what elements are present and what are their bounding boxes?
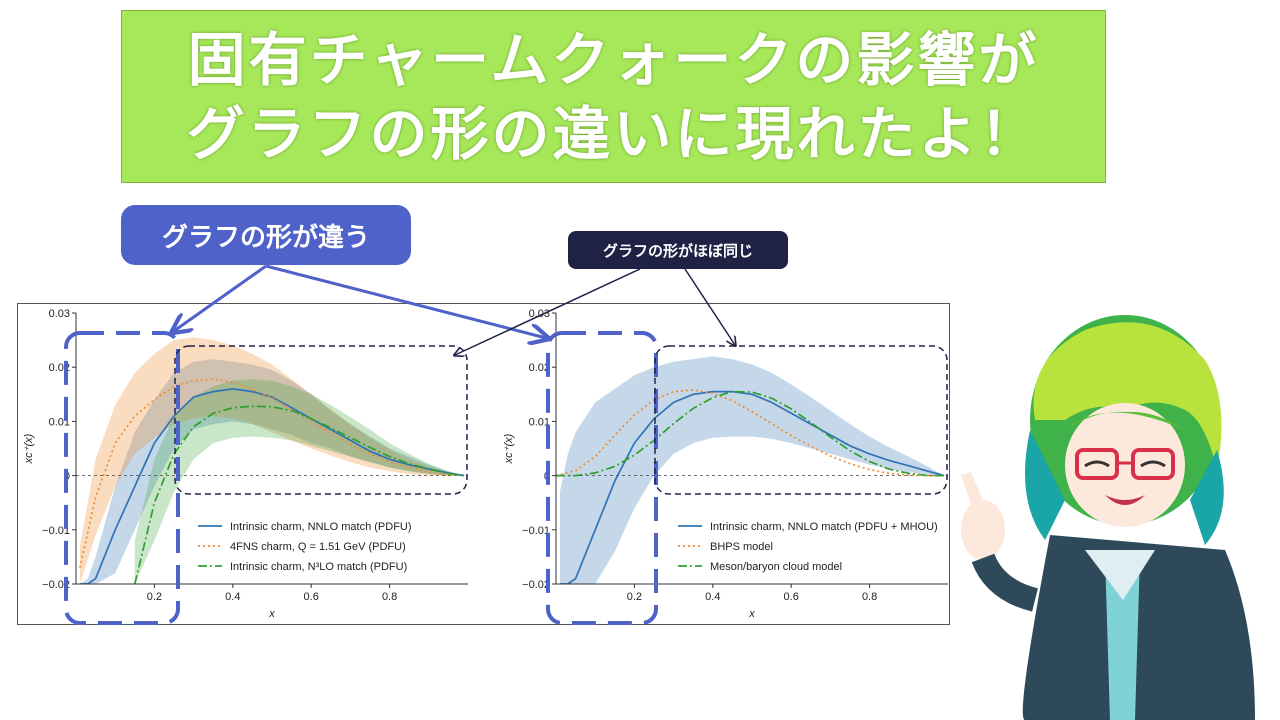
arrow-navy-to-right-box — [684, 268, 735, 345]
highlight-box-left-small-x — [64, 331, 180, 625]
x-tick-label: 0.8 — [382, 591, 397, 603]
legend-label-1: Intrinsic charm, NNLO match (PDFU) — [230, 521, 412, 533]
highlight-box-left-large-x — [174, 345, 468, 495]
pdf-figure: −0.02 −0.01 0 0.01 0.02 0.03 0.2 0.4 0.6 0.8 x xc⁺(… — [17, 303, 950, 625]
x-tick-label: 0.6 — [784, 591, 799, 603]
series-line-1 — [79, 388, 465, 584]
legend-label-2: BHPS model — [710, 541, 773, 553]
y-tick-label: −0.01 — [522, 525, 550, 537]
legend-label-3: Meson/baryon cloud model — [710, 561, 842, 573]
x-tick-label: 0.8 — [862, 591, 877, 603]
chart-legend: Intrinsic charm, NNLO match (PDFU) 4FNS c… — [198, 521, 412, 573]
plot-area-1 — [76, 337, 468, 584]
highlight-box-right-small-x — [546, 331, 658, 625]
callout-shape-same: グラフの形がほぼ同じ — [568, 231, 788, 269]
banner-title-line-2: グラフの形の違いに現れたよ！ — [186, 99, 1041, 168]
y-tick-label: −0.01 — [42, 525, 70, 537]
y-tick-label: −0.02 — [42, 579, 70, 591]
legend-label-2: 4FNS charm, Q = 1.51 GeV (PDFU) — [230, 541, 406, 553]
arrow-blue-to-right-box — [265, 264, 546, 338]
x-axis-label: x — [268, 608, 275, 620]
arrow-navy-to-left-box — [455, 268, 641, 355]
y-axis-label: xc⁺(x) — [23, 433, 35, 464]
legend-label-3: Intrinsic charm, N³LO match (PDFU) — [230, 561, 407, 573]
anime-character-illustration — [961, 315, 1255, 720]
y-axis-label: xc⁺(x) — [503, 433, 515, 464]
series-line-2 — [79, 378, 465, 568]
x-tick-label: 0.2 — [627, 591, 642, 603]
chart-legend: Intrinsic charm, NNLO match (PDFU + MHOU… — [678, 521, 938, 573]
x-tick-label: 0.4 — [705, 591, 720, 603]
series-line-1 — [559, 390, 945, 584]
title-banner: 固有チャームクォークの影響が グラフの形の違いに現れたよ！ — [121, 10, 1106, 183]
plot-area-2 — [556, 356, 948, 584]
callout-shape-differs: グラフの形が違う — [121, 205, 411, 265]
uncertainty-band-3 — [134, 379, 465, 584]
y-tick-label: −0.02 — [522, 579, 550, 591]
banner-title-line-1: 固有チャームクォークの影響が — [187, 25, 1040, 94]
y-tick-label: 0.03 — [49, 308, 70, 320]
arrow-blue-to-left-box — [174, 264, 267, 331]
x-tick-label: 0.6 — [304, 591, 319, 603]
y-tick-label: 0.02 — [529, 362, 550, 374]
series-line-2 — [556, 389, 948, 477]
legend-label-1: Intrinsic charm, NNLO match (PDFU + MHOU… — [710, 521, 938, 533]
uncertainty-band-1 — [79, 359, 465, 584]
uncertainty-band-1 — [559, 356, 945, 584]
y-tick-label: 0.01 — [529, 416, 550, 428]
x-axis-label: x — [748, 608, 755, 620]
uncertainty-band-2 — [79, 337, 465, 584]
x-tick-label: 0.4 — [225, 591, 240, 603]
x-tick-label: 0.2 — [147, 591, 162, 603]
highlight-box-right-large-x — [654, 345, 948, 495]
y-tick-label: 0.03 — [529, 308, 550, 320]
